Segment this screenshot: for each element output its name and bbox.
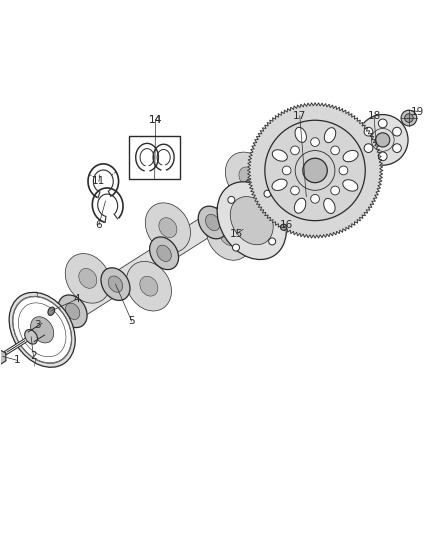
Ellipse shape [340,125,360,146]
Text: 11: 11 [92,176,106,187]
Polygon shape [58,126,356,326]
Ellipse shape [251,185,266,201]
Ellipse shape [324,198,335,214]
Ellipse shape [272,179,287,190]
Ellipse shape [343,150,358,162]
Ellipse shape [140,276,158,296]
Ellipse shape [217,182,286,260]
Circle shape [281,224,287,230]
Bar [130,135,180,179]
Ellipse shape [226,152,271,201]
Circle shape [228,196,235,204]
Ellipse shape [48,307,55,316]
Circle shape [392,144,401,152]
Ellipse shape [334,133,349,149]
Text: 6: 6 [95,220,102,230]
Circle shape [283,166,291,175]
Text: 19: 19 [411,107,424,117]
Circle shape [376,133,390,147]
Text: 4: 4 [74,294,81,304]
Text: 2: 2 [30,351,37,361]
Circle shape [339,166,348,175]
Ellipse shape [278,147,323,197]
Ellipse shape [30,324,47,343]
Circle shape [268,238,276,245]
Ellipse shape [297,156,311,173]
Ellipse shape [205,214,220,231]
Ellipse shape [150,237,179,270]
Ellipse shape [157,245,171,262]
Ellipse shape [145,203,191,253]
Circle shape [233,244,240,251]
Circle shape [291,146,299,155]
Circle shape [378,152,387,161]
Polygon shape [0,349,6,365]
Ellipse shape [79,269,97,288]
Ellipse shape [65,254,110,303]
Text: 16: 16 [280,220,293,230]
Ellipse shape [126,261,171,311]
Ellipse shape [9,292,75,367]
Ellipse shape [292,162,310,182]
Circle shape [303,158,327,183]
Circle shape [311,195,319,203]
Text: 5: 5 [128,316,135,326]
Circle shape [264,190,271,197]
Circle shape [364,144,373,152]
Circle shape [364,127,373,136]
Circle shape [392,127,401,136]
Ellipse shape [290,148,319,181]
Text: 14: 14 [149,115,162,125]
Circle shape [405,114,413,123]
Text: 18: 18 [367,111,381,121]
Ellipse shape [343,180,358,191]
Ellipse shape [25,329,38,344]
Ellipse shape [13,297,71,363]
Text: 14: 14 [149,115,162,125]
Ellipse shape [295,127,307,142]
Circle shape [331,146,339,155]
Ellipse shape [58,295,87,328]
Circle shape [265,120,365,221]
Circle shape [331,186,339,195]
Text: 1: 1 [14,356,21,365]
Ellipse shape [220,225,238,245]
Ellipse shape [65,303,80,319]
Ellipse shape [230,197,273,245]
Ellipse shape [31,317,54,343]
Ellipse shape [324,128,336,143]
Polygon shape [247,103,383,238]
Circle shape [311,138,319,147]
Ellipse shape [101,268,130,301]
Circle shape [291,186,299,195]
Ellipse shape [244,177,273,210]
Text: 3: 3 [35,320,41,330]
Ellipse shape [294,198,306,213]
Ellipse shape [272,150,287,161]
Text: 15: 15 [230,229,243,239]
Ellipse shape [206,211,251,260]
Ellipse shape [108,276,123,292]
Ellipse shape [327,125,356,157]
Circle shape [401,110,417,126]
Circle shape [378,119,387,128]
Circle shape [357,115,408,165]
Ellipse shape [198,206,227,239]
Ellipse shape [239,167,257,187]
Ellipse shape [159,217,177,238]
Text: 17: 17 [293,111,307,121]
